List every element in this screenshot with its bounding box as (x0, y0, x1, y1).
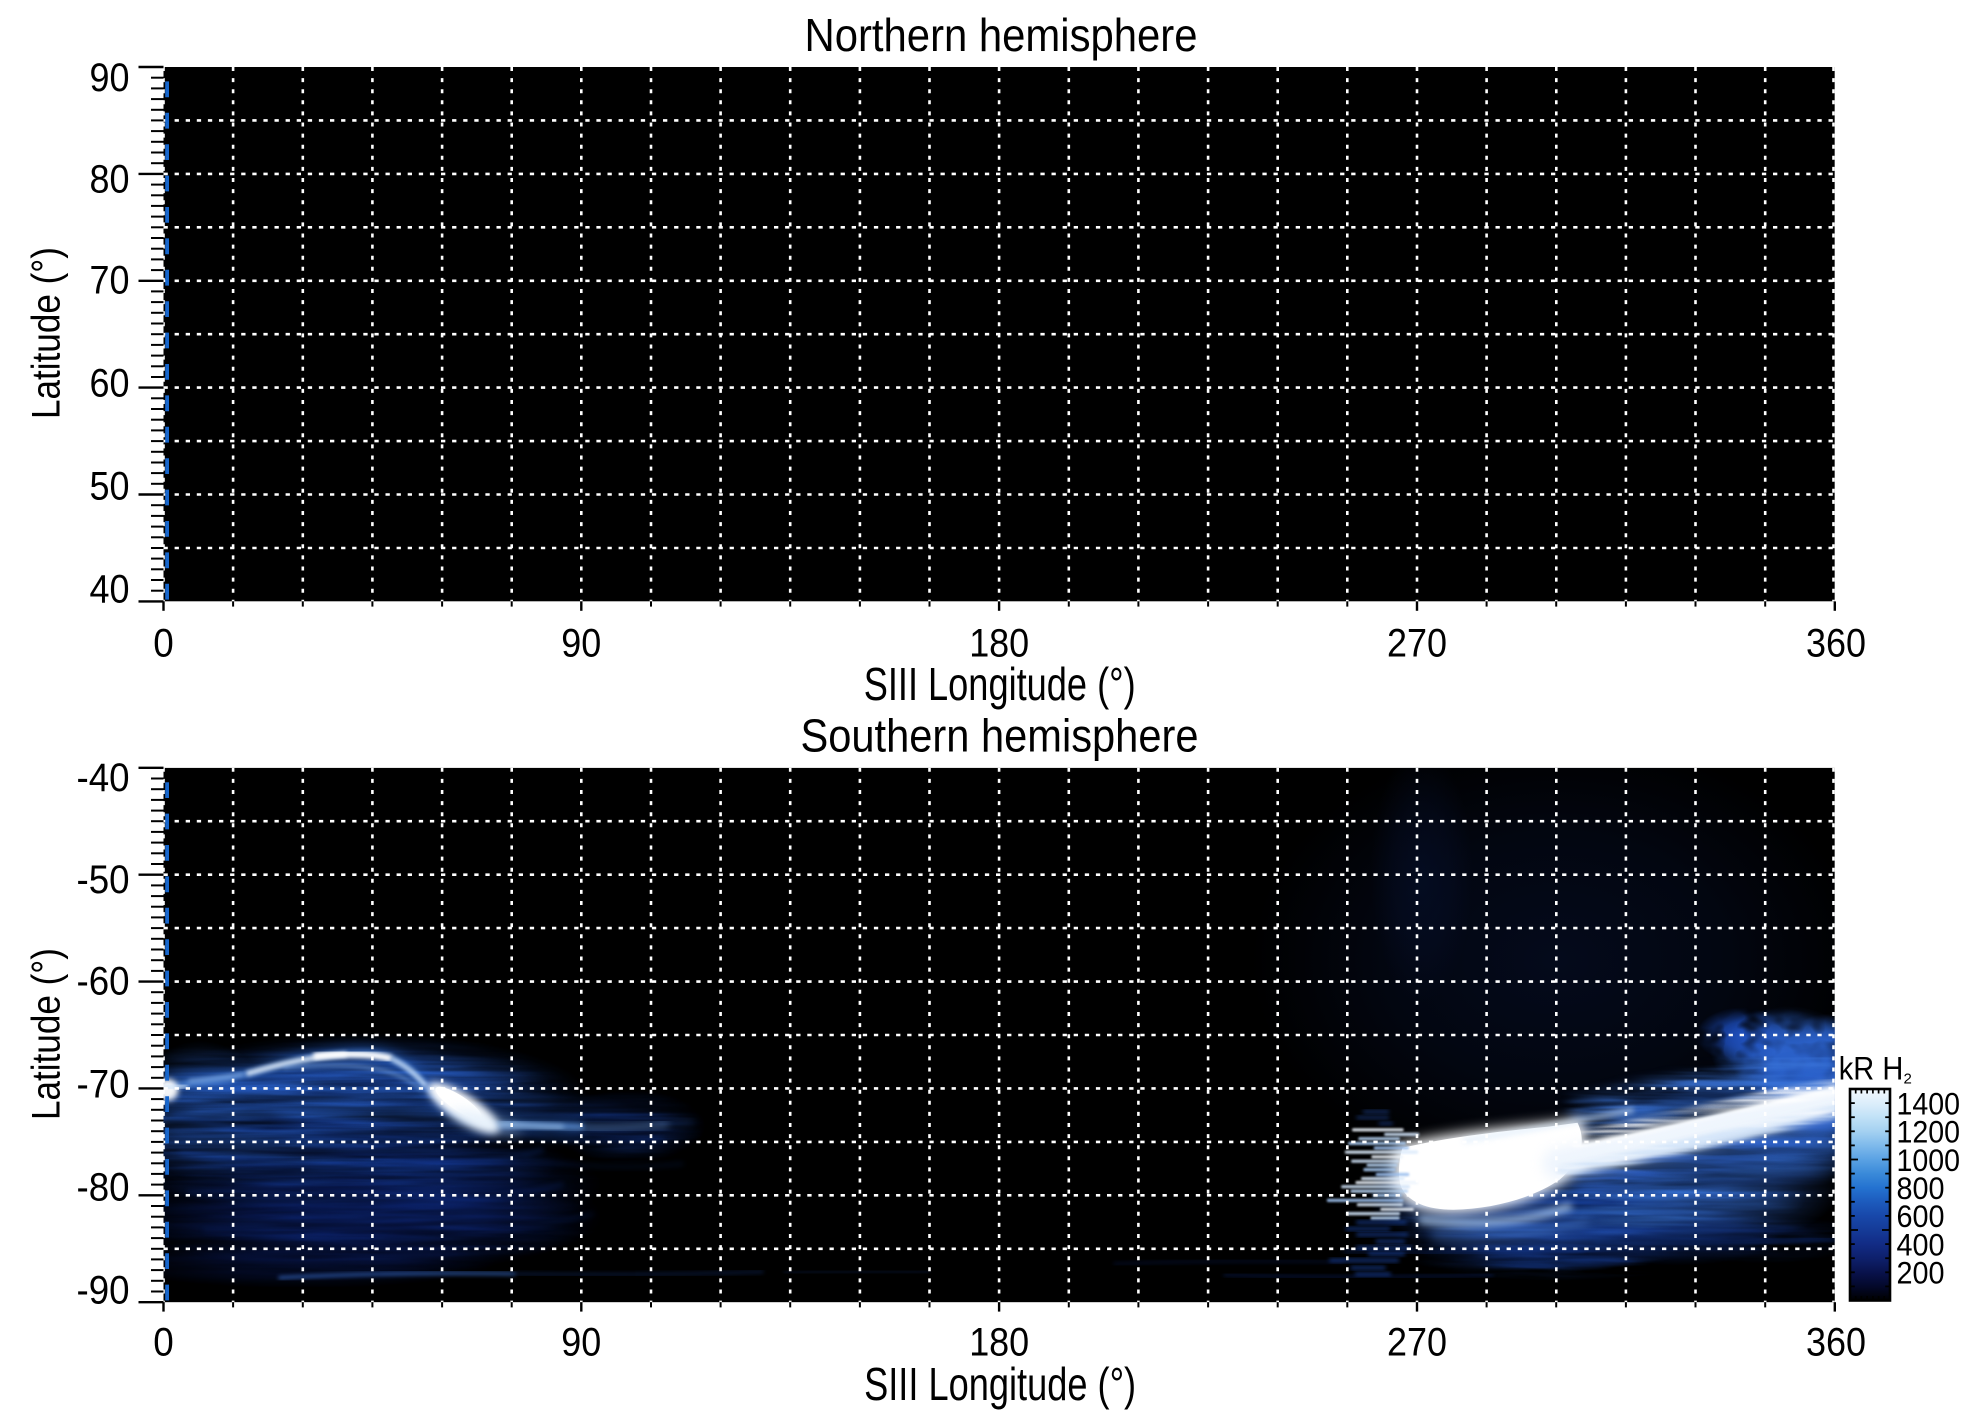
svg-text:-80: -80 (77, 1165, 130, 1209)
svg-text:90: 90 (561, 1320, 601, 1364)
svg-text:90: 90 (90, 56, 130, 100)
svg-text:90: 90 (561, 622, 601, 666)
svg-text:80: 80 (90, 157, 130, 201)
svg-text:Northern hemisphere: Northern hemisphere (805, 9, 1198, 61)
svg-text:SIII Longitude (°): SIII Longitude (°) (864, 1358, 1136, 1410)
svg-text:-60: -60 (77, 959, 130, 1003)
svg-text:Latitude (°): Latitude (°) (25, 247, 69, 419)
svg-text:Southern hemisphere: Southern hemisphere (801, 709, 1199, 761)
svg-text:SIII Longitude (°): SIII Longitude (°) (864, 658, 1136, 710)
svg-text:-70: -70 (77, 1062, 130, 1106)
svg-text:-40: -40 (77, 756, 130, 800)
svg-text:360: 360 (1806, 1320, 1866, 1364)
svg-text:1400: 1400 (1897, 1087, 1961, 1122)
svg-text:0: 0 (153, 622, 174, 666)
svg-text:400: 400 (1897, 1227, 1945, 1262)
svg-text:50: 50 (90, 465, 130, 509)
svg-text:-90: -90 (77, 1268, 130, 1312)
svg-text:2: 2 (1904, 1071, 1912, 1088)
svg-text:1200: 1200 (1897, 1115, 1961, 1150)
svg-text:600: 600 (1897, 1199, 1945, 1234)
svg-text:180: 180 (969, 1320, 1029, 1364)
svg-text:360: 360 (1806, 622, 1866, 666)
svg-text:800: 800 (1897, 1171, 1945, 1206)
svg-text:180: 180 (969, 622, 1029, 666)
svg-text:40: 40 (90, 568, 130, 612)
svg-text:kR H: kR H (1839, 1049, 1904, 1086)
svg-text:270: 270 (1387, 1320, 1447, 1364)
svg-text:1000: 1000 (1897, 1143, 1961, 1178)
svg-text:-50: -50 (77, 858, 130, 902)
svg-text:Latitude (°): Latitude (°) (25, 948, 69, 1120)
svg-text:200: 200 (1897, 1256, 1945, 1291)
svg-text:270: 270 (1387, 622, 1447, 666)
svg-text:0: 0 (153, 1320, 174, 1364)
svg-text:60: 60 (90, 362, 130, 406)
svg-text:70: 70 (90, 259, 130, 303)
